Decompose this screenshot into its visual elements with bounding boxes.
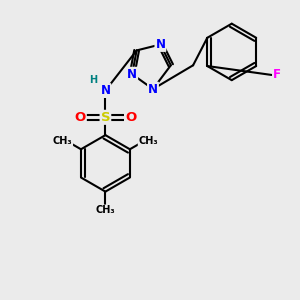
- Text: F: F: [273, 68, 281, 82]
- Text: N: N: [155, 38, 165, 51]
- Text: H: H: [89, 75, 98, 85]
- Text: N: N: [148, 82, 158, 96]
- Text: N: N: [127, 68, 137, 81]
- Text: CH₃: CH₃: [139, 136, 158, 146]
- Text: O: O: [74, 111, 86, 124]
- Text: CH₃: CH₃: [53, 136, 72, 146]
- Text: S: S: [100, 111, 110, 124]
- Text: N: N: [100, 84, 110, 97]
- Text: CH₃: CH₃: [96, 205, 115, 215]
- Text: O: O: [125, 111, 136, 124]
